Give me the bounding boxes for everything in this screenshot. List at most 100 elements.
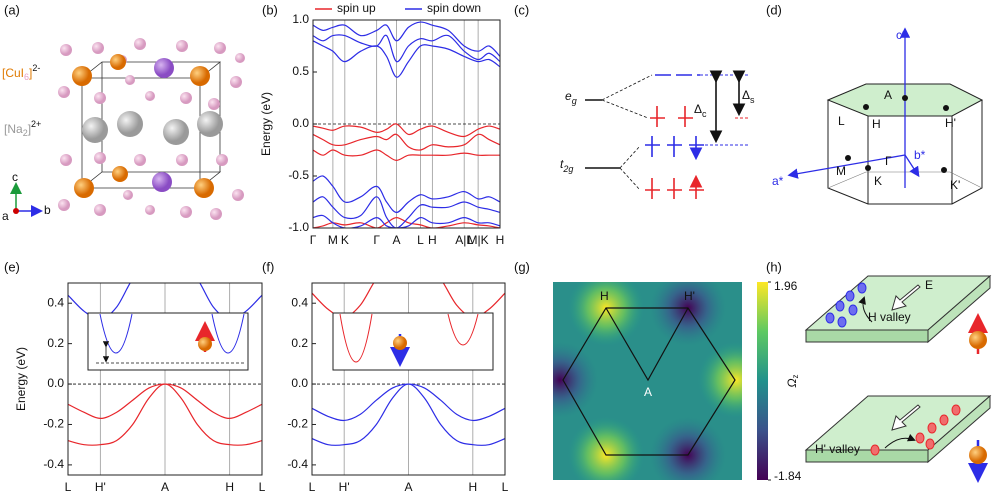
y-tick-label: -0.5 (288, 168, 309, 182)
x-tick-label: M|K (468, 233, 489, 247)
panel-label: (f) (262, 259, 274, 274)
y-tick-label: 0.0 (291, 376, 308, 390)
x-tick-label: K (341, 233, 349, 247)
valley-label: H valley (868, 310, 911, 324)
colorbar-tick-label: -1.84 (774, 469, 802, 483)
y-tick-label: -0.4 (43, 457, 64, 471)
bz-label: H (872, 117, 881, 131)
band-line (313, 175, 500, 214)
x-tick-label: H (496, 233, 505, 247)
x-tick-label: M (328, 233, 338, 247)
colorbar (757, 282, 768, 480)
band-line (313, 123, 500, 138)
x-tick-label: L (417, 233, 424, 247)
panel-label: (g) (514, 259, 530, 274)
bz-label: L (838, 114, 845, 128)
panel-label: (c) (514, 2, 529, 17)
inset-e (87, 312, 249, 371)
y-tick-label: -1.0 (288, 220, 309, 234)
plot-frame (311, 282, 506, 476)
y-tick-label: 0.4 (291, 295, 308, 309)
x-tick-label: L (309, 480, 316, 494)
inset-f (332, 312, 494, 371)
point-label: H (600, 289, 609, 303)
valley-label: H' valley (815, 442, 860, 456)
panel-label: (d) (766, 2, 782, 17)
field-label: E (925, 278, 933, 292)
cation-label: [Na2]2+ (4, 119, 41, 138)
bz-label: b* (914, 148, 926, 162)
point-label: A (644, 385, 652, 399)
x-tick-label: Γ (373, 233, 380, 247)
y-tick-label: 0.5 (292, 64, 309, 78)
bz-label: Γ (885, 154, 892, 168)
y-tick-label: -0.2 (287, 417, 308, 431)
y-tick-label: 0.0 (292, 116, 309, 130)
x-tick-label: A (161, 480, 169, 494)
panel-label: (h) (766, 259, 782, 274)
gap-label: Δs (742, 88, 755, 105)
bz-label: M (836, 164, 846, 178)
y-tick-label: 1.0 (292, 12, 309, 26)
band-line (313, 216, 500, 228)
band-line (312, 383, 505, 446)
plot-frame (67, 282, 263, 476)
bz-label: H' (945, 116, 956, 130)
band-line (313, 40, 500, 78)
line-chart: L H' A H L 0.4 0.2 0.0 -0.2 -0.4 (287, 282, 509, 494)
band-line (313, 21, 500, 57)
x-tick-label: A (404, 480, 412, 494)
axis-label: c (12, 170, 18, 184)
bz-label: K (874, 174, 882, 188)
plot-frame (312, 19, 501, 229)
level-label: eg (565, 89, 577, 106)
x-tick-label: L (65, 480, 72, 494)
axis-label: a (2, 209, 9, 223)
y-tick-label: -0.2 (43, 417, 64, 431)
x-tick-label: A (393, 233, 401, 247)
brillouin-zone: c* A L H H' M Γ K K' a* b* (772, 27, 984, 205)
legend-label: spin up (337, 1, 376, 15)
y-axis-label: Energy (eV) (14, 347, 28, 411)
point-label: H' (684, 289, 695, 303)
panel-label: (a) (4, 2, 20, 17)
legend-label: spin down (427, 1, 481, 15)
crystal-structure: [CuI6]2- [Na2]2+ c a b (2, 38, 245, 223)
band-line (313, 34, 500, 63)
bz-label: a* (772, 174, 784, 188)
valley-schematic: E H valley H' valley (804, 274, 992, 483)
bz-label: A (884, 88, 892, 102)
anion-label: [CuI6]2- (2, 63, 40, 82)
band-line (68, 383, 262, 446)
y-tick-label: 0.4 (47, 295, 64, 309)
panel-labels: (a) (b) (c) (d) (e) (f) (g) (h) (4, 2, 782, 274)
panel-label: (b) (262, 2, 278, 17)
x-tick-label: L (502, 480, 509, 494)
berry-map: H H' A Ωz (553, 282, 800, 480)
y-tick-label: 0.2 (47, 336, 64, 350)
level-diagram: eg t2g Δc Δs (560, 70, 755, 199)
x-tick-label: H' (339, 480, 350, 494)
colorbar-label: Ωz (785, 374, 800, 387)
level-label: t2g (560, 157, 573, 174)
x-tick-label: H (225, 480, 234, 494)
x-tick-label: L (259, 480, 266, 494)
gap-label: Δc (694, 102, 707, 119)
x-tick-label: H (428, 233, 437, 247)
band-line (313, 149, 500, 162)
band-line (313, 133, 500, 151)
bz-label: c* (896, 28, 907, 42)
x-tick-label: H (468, 480, 477, 494)
y-axis-label: Energy (eV) (259, 92, 273, 156)
y-tick-label: 0.0 (47, 376, 64, 390)
axis-label: b (44, 203, 51, 217)
bz-label: K' (950, 178, 960, 192)
y-tick-label: -0.4 (287, 457, 308, 471)
x-tick-label: H' (95, 480, 106, 494)
band-line (313, 196, 500, 228)
x-tick-label: A|L (455, 233, 473, 247)
y-tick-label: 0.2 (291, 336, 308, 350)
